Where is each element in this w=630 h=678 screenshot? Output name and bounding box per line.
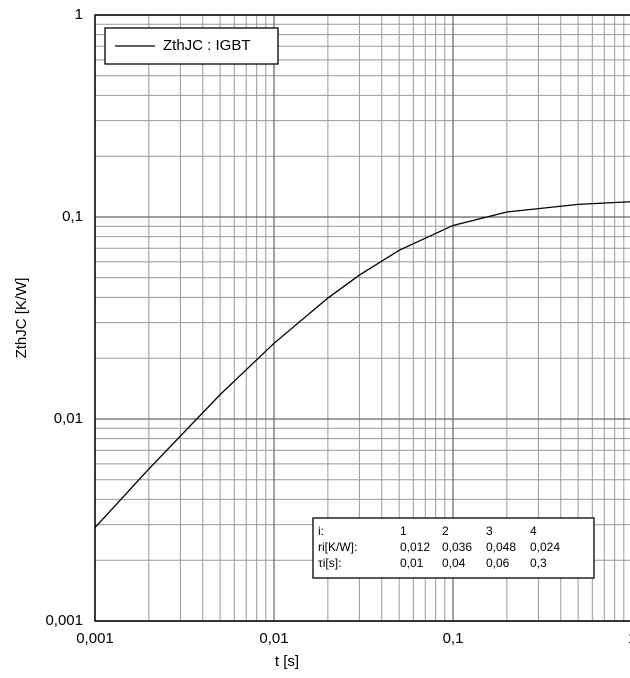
y-tick-label: 1: [75, 6, 83, 23]
table-cell: i:: [318, 524, 324, 538]
line: [94, 201, 630, 529]
table-cell: 0,04: [442, 556, 466, 570]
table-cell: 3: [486, 524, 493, 538]
x-axis-label: t [s]: [275, 653, 299, 670]
x-tick-label: 1: [628, 630, 630, 647]
x-tick-label: 0,1: [443, 630, 464, 647]
table-cell: τi[s]:: [318, 556, 341, 570]
table-cell: 0,06: [486, 556, 510, 570]
table-cell: 4: [530, 524, 537, 538]
table-cell: 0,024: [530, 540, 560, 554]
y-tick-label: 0,01: [54, 410, 83, 427]
table-cell: 0,3: [530, 556, 547, 570]
y-tick-label: 0,1: [62, 208, 83, 225]
table-cell: 2: [442, 524, 449, 538]
table-cell: 0,048: [486, 540, 516, 554]
y-axis-label: ZthJC [K/W]: [13, 278, 30, 359]
table-cell: 1: [400, 524, 407, 538]
plot-frame: [94, 14, 630, 622]
y-tick-label: 0,001: [45, 612, 83, 629]
table-cell: 0,036: [442, 540, 472, 554]
table-cell: 0,01: [400, 556, 424, 570]
x-tick-label: 0,01: [259, 630, 288, 647]
table-cell: ri[K/W]:: [318, 540, 357, 554]
table-box: [312, 517, 595, 579]
table-cell: 0,012: [400, 540, 430, 554]
legend-label: ZthJC : IGBT: [163, 37, 251, 54]
x-tick-label: 0,001: [76, 630, 114, 647]
